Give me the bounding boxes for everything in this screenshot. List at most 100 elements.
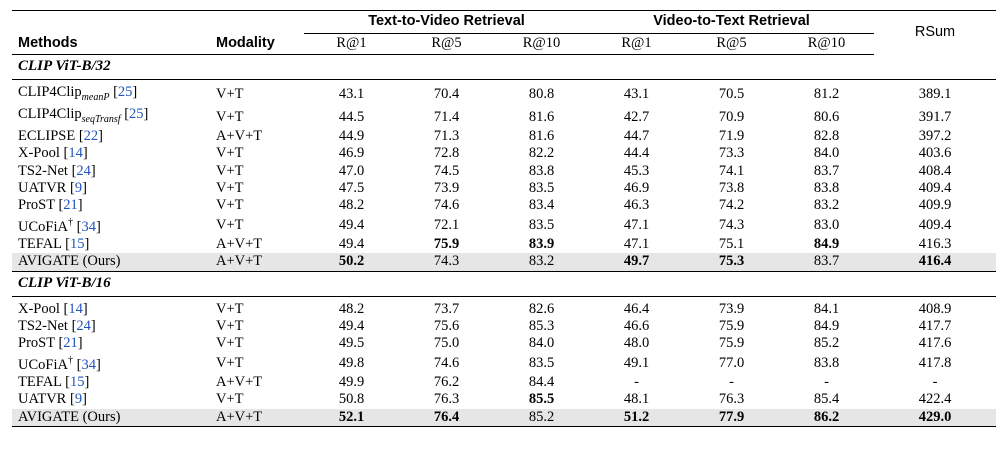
metric-cell: 85.2 [494,408,589,427]
header-metric: R@5 [684,33,779,55]
metric-cell: 42.7 [623,108,650,125]
metric-cell: - [824,374,829,391]
metric-cell: 81.2 [813,86,840,103]
rsum-cell: 417.7 [918,317,952,334]
metric-cell: 76.2 [433,374,460,391]
citation[interactable]: [15] [65,236,90,253]
metric-cell: 85.3 [528,317,555,334]
table-row: TEFAL [15] A+V+T 49.9 76.2 84.4 - - - - [12,374,996,391]
citation[interactable]: [34] [76,219,101,236]
citation-number[interactable]: 9 [74,179,83,196]
header-metric: R@1 [589,33,684,55]
metric-cell: 75.1 [718,236,745,253]
best-value: 429.0 [918,408,952,425]
citation[interactable]: [9] [69,179,87,196]
metric-cell: 73.8 [718,179,745,196]
citation-number[interactable]: 14 [68,300,83,317]
method-name: AVIGATE (Ours) [18,253,121,270]
metric-cell: 73.3 [718,145,745,162]
metric-cell: 46.4 [623,300,650,317]
best-value: 49.7 [623,253,650,270]
table-row: UCoFiA† [34] V+T 49.8 74.6 83.5 49.1 77.0 83.8 4… [12,352,996,374]
citation[interactable]: [22] [78,128,104,145]
citation[interactable]: [21] [58,197,83,213]
citation-number[interactable]: 21 [63,335,78,352]
metric-cell: 45.3 [623,162,650,179]
citation-number[interactable]: 22 [83,128,99,145]
metric-cell: 81.6 [528,128,555,145]
rsum-cell: 422.4 [918,391,952,408]
citation[interactable]: [24] [71,317,96,334]
metric-cell: 49.7 [589,253,684,272]
method-name: X-Pool [18,300,60,317]
metric-cell: - [729,374,734,391]
citation[interactable]: [24] [71,162,96,179]
table-row: AVIGATE (Ours) A+V+T 50.2 74.3 83.2 49.7 75.3 8… [12,253,996,272]
citation-number[interactable]: 34 [81,357,96,374]
citation[interactable]: [25] [124,106,149,123]
dagger-mark: † [67,217,73,229]
rsum-cell: 389.1 [918,86,952,103]
method-cell: CLIP4ClipseqTransf [25] [12,106,208,128]
method-cell: TS2-Net [24] [12,163,208,180]
citation[interactable]: [15] [65,374,90,391]
modality-cell: V+T [216,86,244,103]
metric-cell: 43.1 [338,86,365,103]
citation[interactable]: [25] [113,84,138,100]
metric-cell: 84.9 [779,236,874,253]
metric-cell: 75.6 [433,317,460,334]
citation-number[interactable]: 14 [68,145,83,162]
metric-cell: 44.7 [623,128,650,145]
modality-cell: V+T [216,335,244,352]
metric-cell: 46.9 [623,179,650,196]
citation-number[interactable]: 21 [63,197,78,213]
method-name: TEFAL [18,236,62,253]
metric-cell: 83.5 [528,179,555,196]
metric-cell: 77.0 [718,354,745,371]
citation-number[interactable]: 24 [76,317,91,334]
metric-cell: 51.2 [589,408,684,427]
citation-number[interactable]: 34 [81,219,96,236]
citation[interactable]: [14] [63,145,88,162]
metric-cell: 49.5 [338,335,365,352]
citation[interactable]: [21] [58,335,83,352]
best-value: 84.9 [813,236,840,253]
rsum-cell: 416.3 [918,236,952,253]
metric-cell: 74.3 [399,253,494,272]
citation[interactable]: [34] [76,357,101,374]
metric-cell: 85.5 [494,391,589,408]
table-row: CLIP4ClipmeanP [25] V+T 43.1 70.4 80.8 43.1 70… [12,84,996,106]
citation-number[interactable]: 25 [117,84,133,100]
citation[interactable]: [14] [63,300,88,317]
metric-cell: 83.8 [813,354,840,371]
metric-cell: 43.1 [623,86,650,103]
best-value: 85.5 [528,391,555,408]
rsum-cell: 416.4 [874,253,996,272]
metric-cell: 84.0 [813,145,840,162]
modality-cell: V+T [216,108,244,125]
method-name: ProST [18,335,55,352]
citation-number[interactable]: 24 [76,162,91,179]
citation-number[interactable]: 9 [74,391,83,408]
rsum-cell: 429.0 [874,408,996,427]
metric-cell: 49.4 [338,236,365,253]
rsum-cell: 403.6 [918,145,952,162]
metric-cell: 49.4 [338,317,365,334]
rsum-cell: 409.4 [918,179,952,196]
section-header: CLIP ViT-B/32 [12,54,996,80]
rsum-cell: 408.9 [918,300,952,317]
metric-cell: 73.9 [433,179,460,196]
citation-number[interactable]: 15 [69,236,85,253]
modality-cell: A+V+T [208,253,304,272]
method-name: TS2-Net [18,162,68,179]
metric-cell: 83.4 [528,197,555,213]
header-t2v: Text-to-Video Retrieval [304,10,589,34]
citation[interactable]: [9] [69,391,87,408]
citation-number[interactable]: 25 [129,106,144,123]
table-row: CLIP4ClipseqTransf [25] V+T 44.5 71.4 81.6 42… [12,106,996,128]
method-cell: UCoFiA† [34] [12,214,208,236]
metric-cell: 49.8 [338,354,365,371]
citation-number[interactable]: 15 [69,374,85,391]
best-value: 86.2 [813,408,840,425]
metric-cell: 46.3 [623,197,650,213]
